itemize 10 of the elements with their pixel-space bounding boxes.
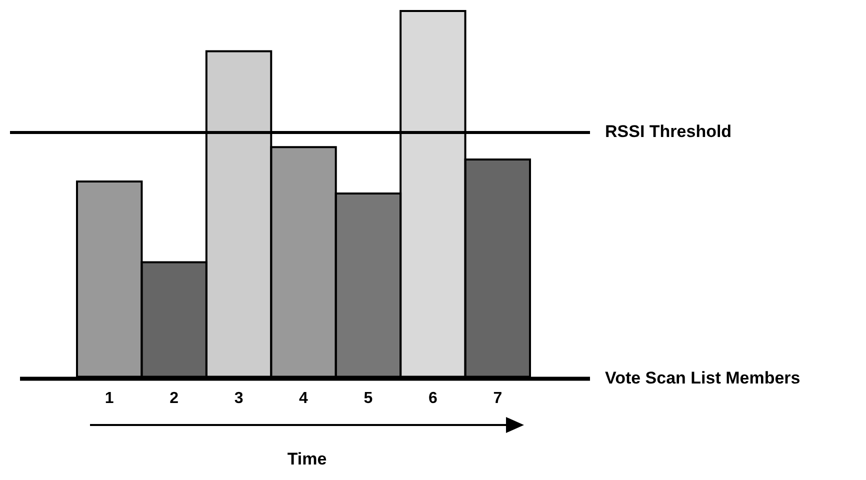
x-tick-label: 6 [428, 390, 438, 407]
x-tick-label: 1 [104, 390, 114, 407]
x-tick-label: 4 [299, 390, 308, 407]
text: Time [287, 450, 327, 469]
x-tick-label: 2 [170, 390, 179, 407]
x-tick-label: 7 [493, 390, 502, 407]
ref-line-label: RSSI Threshold [605, 122, 732, 142]
text: Vote Scan List Members [605, 368, 800, 388]
x-tick-label: 3 [234, 390, 244, 407]
x-tick-label: 5 [364, 390, 373, 407]
